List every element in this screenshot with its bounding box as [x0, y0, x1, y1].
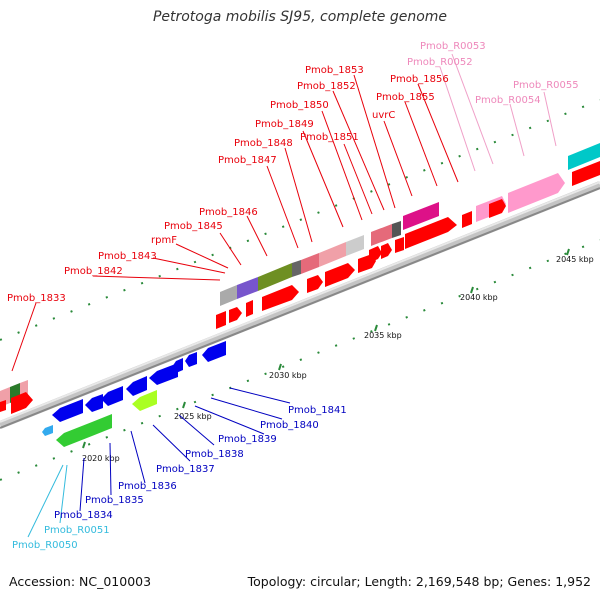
gene-label[interactable]: Pmob_1838	[185, 449, 244, 460]
gene-label[interactable]: Pmob_R0050	[12, 540, 78, 551]
gene-arrow[interactable]	[489, 199, 506, 218]
gene-label[interactable]: Pmob_R0051	[44, 525, 110, 536]
gene-pmob-1852[interactable]	[392, 221, 401, 238]
scale-label: 2035 kbp	[364, 331, 402, 340]
gene-label[interactable]: Pmob_1848	[234, 138, 293, 149]
scale-label: 2025 kbp	[174, 412, 212, 421]
gene-label[interactable]: Pmob_1846	[199, 207, 258, 218]
gene-pmob-1834[interactable]	[56, 422, 92, 447]
gene-arrow[interactable]	[307, 275, 323, 293]
trna-pmob-r0050[interactable]	[42, 425, 53, 436]
reverse-callouts	[79, 387, 291, 512]
trna-callouts	[27, 464, 68, 538]
gene-rpmF[interactable]	[258, 263, 292, 291]
gene-arrow[interactable]	[462, 211, 472, 228]
gene-arrow[interactable]	[229, 307, 242, 323]
gene-arrow[interactable]	[0, 400, 6, 412]
trna-pmob-r0055[interactable]	[568, 143, 600, 170]
gene-arrow[interactable]	[262, 285, 299, 311]
gene-label[interactable]: Pmob_R0055	[513, 80, 579, 91]
rna-callouts	[439, 53, 557, 172]
forward-genes-top	[0, 143, 600, 407]
reverse-gene-labels: Pmob_1841 Pmob_1840 Pmob_1839 Pmob_1838 …	[54, 405, 347, 521]
rna-pmob-r0054[interactable]	[508, 173, 565, 213]
gene-arrow[interactable]	[101, 386, 123, 406]
map-title: Petrotoga mobilis SJ95, complete genome	[152, 9, 448, 25]
gene-label[interactable]: Pmob_1852	[297, 81, 356, 92]
gene-arrow[interactable]	[395, 237, 404, 253]
gene-label[interactable]: Pmob_1849	[255, 119, 314, 130]
gene-arrow[interactable]	[246, 300, 253, 317]
gene-pmob-1851[interactable]	[371, 224, 392, 246]
gene-arrow[interactable]	[325, 263, 355, 287]
scale-labels: 2020 kbp 2025 kbp 2030 kbp 2035 kbp 2040…	[82, 255, 594, 463]
gene-label[interactable]: Pmob_1843	[98, 251, 157, 262]
gene-arrow[interactable]	[572, 161, 600, 186]
gene-label[interactable]: Pmob_1856	[390, 74, 449, 85]
gene-pmob-1845[interactable]	[292, 260, 301, 277]
gene-label[interactable]: Pmob_1837	[156, 464, 215, 475]
gene-pmob-1836[interactable]	[132, 390, 157, 411]
gene-arrow[interactable]	[149, 363, 178, 385]
gene-label[interactable]: Pmob_1853	[305, 65, 364, 76]
gene-label[interactable]: uvrC	[372, 110, 395, 121]
dna-backbone	[0, 181, 600, 429]
gene-label[interactable]: Pmob_1847	[218, 155, 277, 166]
gene-label[interactable]: Pmob_R0054	[475, 95, 541, 106]
scale-track-outer	[0, 99, 600, 341]
gene-arrow[interactable]	[405, 217, 457, 249]
accession-text: Accession: NC_010003	[9, 574, 152, 589]
reverse-genes-middle	[52, 363, 178, 422]
gene-arrow[interactable]	[11, 392, 33, 414]
forward-callouts	[11, 74, 459, 372]
gene-label[interactable]: Pmob_1850	[270, 100, 329, 111]
gene-label[interactable]: Pmob_1833	[7, 293, 66, 304]
gene-arrow[interactable]	[52, 399, 83, 422]
gene-pmob-1846[interactable]	[301, 253, 319, 274]
gene-label[interactable]: Pmob_1839	[218, 434, 277, 445]
genome-summary-text: Topology: circular; Length: 2,169,548 bp…	[247, 574, 591, 589]
forward-genes-bottom	[0, 161, 600, 414]
gene-arrow[interactable]	[85, 394, 103, 412]
gene-arrow[interactable]	[216, 311, 226, 329]
gene-label[interactable]: Pmob_1840	[260, 420, 319, 431]
gene-pmob-1842[interactable]	[220, 285, 237, 306]
reverse-genes-bottom	[42, 390, 157, 447]
gene-arrow[interactable]	[369, 246, 382, 263]
gene-label[interactable]: Pmob_1841	[288, 405, 347, 416]
scale-major-ticks	[82, 248, 570, 449]
gene-label[interactable]: Pmob_1836	[118, 481, 177, 492]
gene-arrow[interactable]	[202, 341, 226, 362]
gene-pmob-1847[interactable]	[319, 242, 346, 267]
scale-label: 2040 kbp	[460, 293, 498, 302]
scale-label: 2020 kbp	[82, 454, 120, 463]
gene-label[interactable]: Pmob_1835	[85, 495, 144, 506]
gene-arrow[interactable]	[185, 352, 197, 367]
gene-label[interactable]: rpmF	[151, 235, 177, 246]
forward-gene-labels: Pmob_1833 Pmob_1842 Pmob_1843 rpmF Pmob_…	[7, 65, 449, 304]
gene-arrow[interactable]	[126, 376, 147, 396]
gene-label[interactable]: Pmob_R0052	[407, 57, 473, 68]
gene-label[interactable]: Pmob_1842	[64, 266, 123, 277]
scale-label: 2045 kbp	[556, 255, 594, 264]
gene-label[interactable]: Pmob_R0053	[420, 41, 486, 52]
gene-label[interactable]: Pmob_1845	[164, 221, 223, 232]
scale-label: 2030 kbp	[269, 371, 307, 380]
trna-labels: Pmob_R0051 Pmob_R0050	[12, 525, 110, 551]
gene-arrow[interactable]	[381, 243, 392, 259]
rna-labels: Pmob_R0053 Pmob_R0052 Pmob_R0054 Pmob_R0…	[407, 41, 579, 106]
gene-label[interactable]: Pmob_1855	[376, 92, 435, 103]
gene-pmob-1843[interactable]	[237, 277, 258, 299]
scale-track-inner	[0, 239, 600, 481]
gene-uvrC[interactable]	[403, 202, 439, 230]
gene-label[interactable]: Pmob_1851	[300, 132, 359, 143]
gene-pmob-1835[interactable]	[92, 414, 112, 436]
gene-label[interactable]: Pmob_1834	[54, 510, 113, 521]
gene-pmob-1848[interactable]	[346, 235, 364, 256]
